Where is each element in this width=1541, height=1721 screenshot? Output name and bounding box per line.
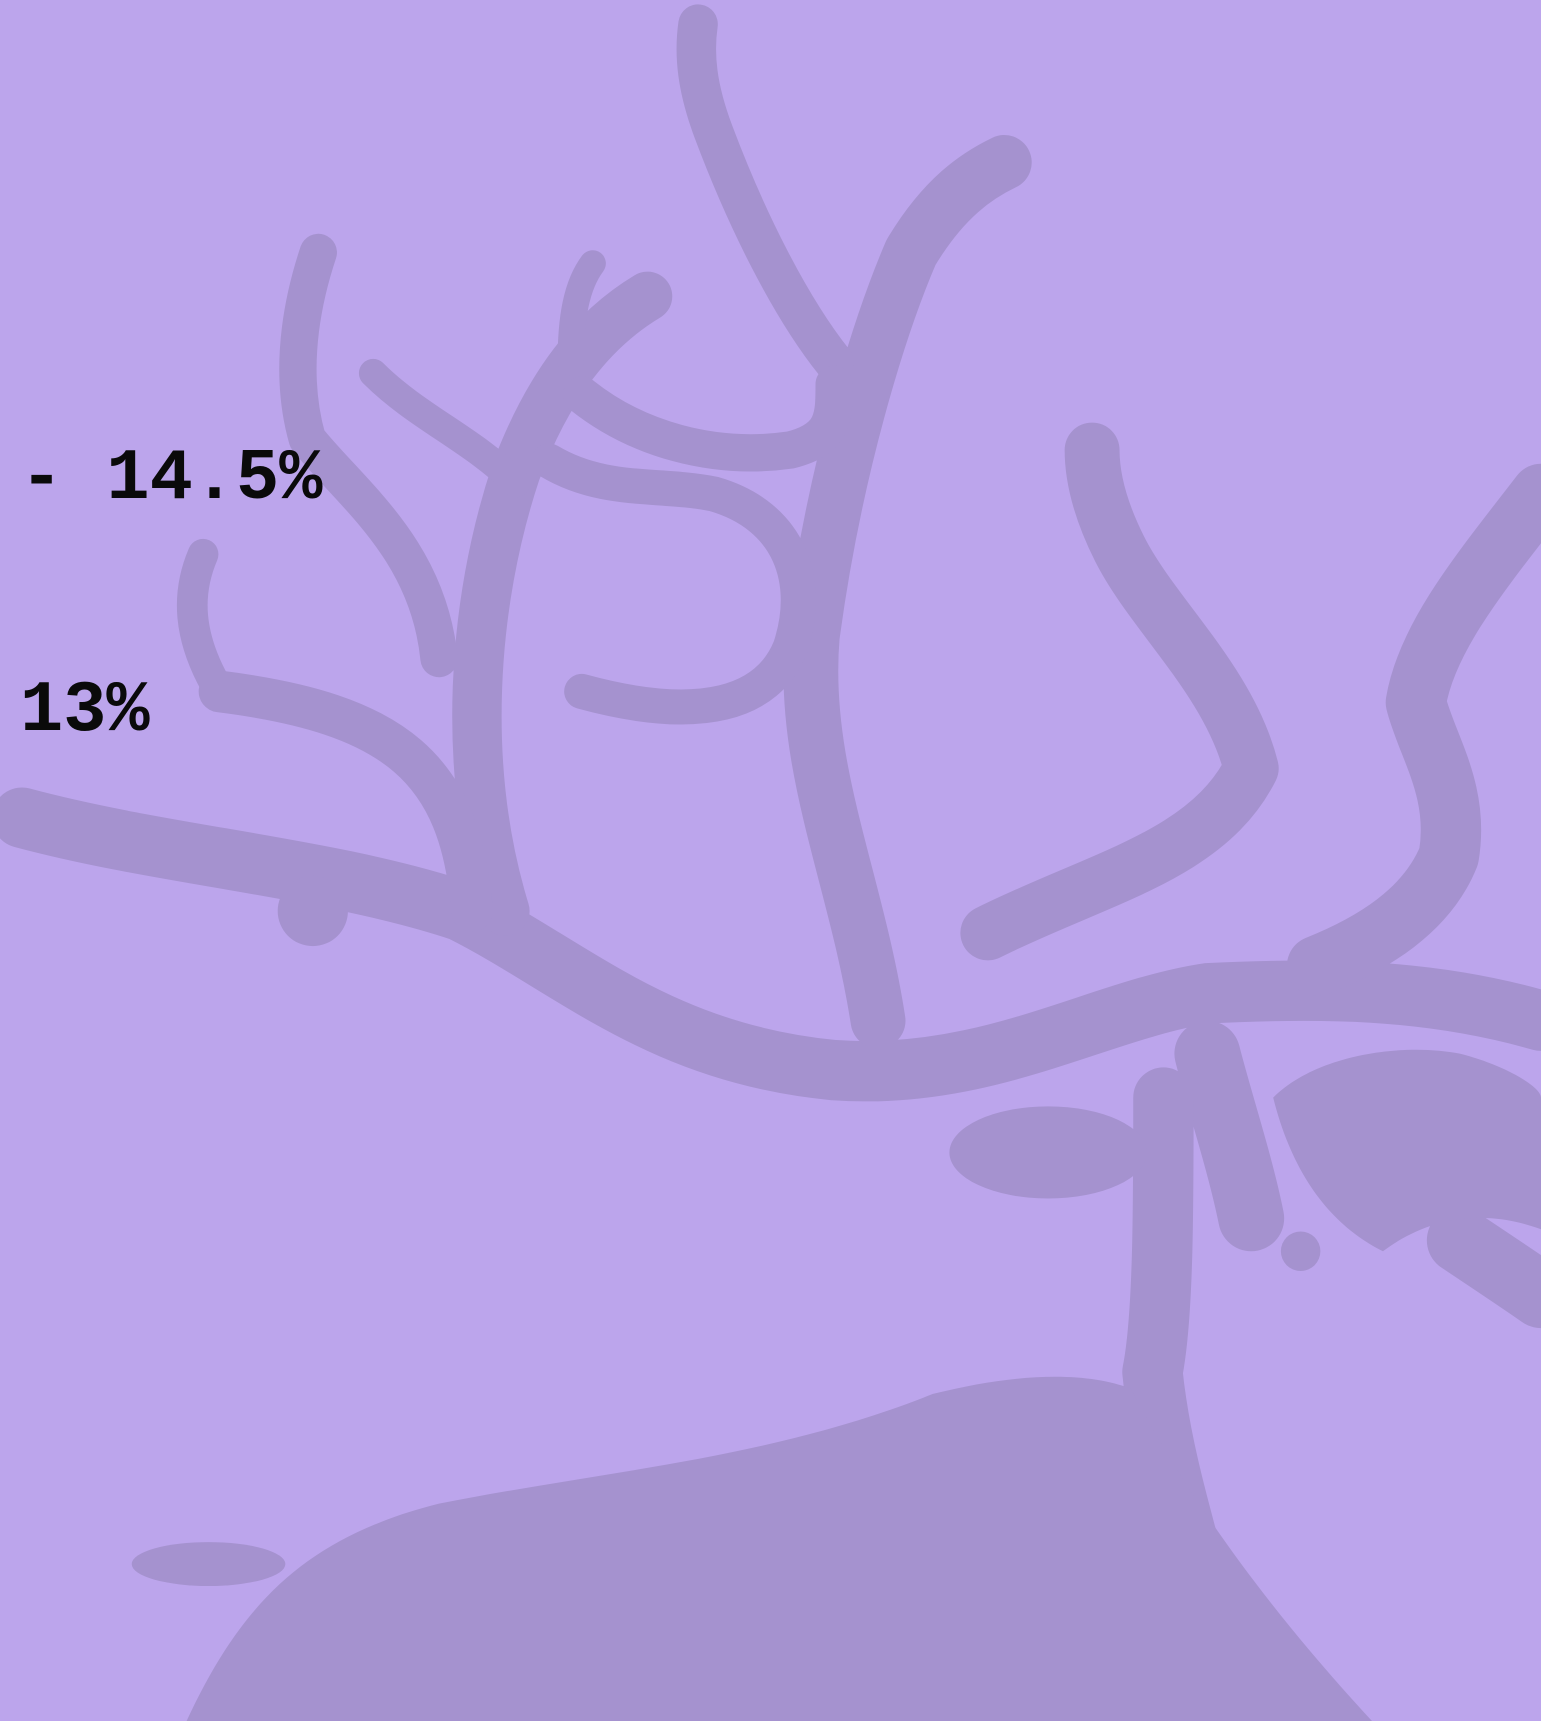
value-text: - 14.5%	[20, 438, 323, 520]
value-text: 13%	[20, 670, 150, 752]
